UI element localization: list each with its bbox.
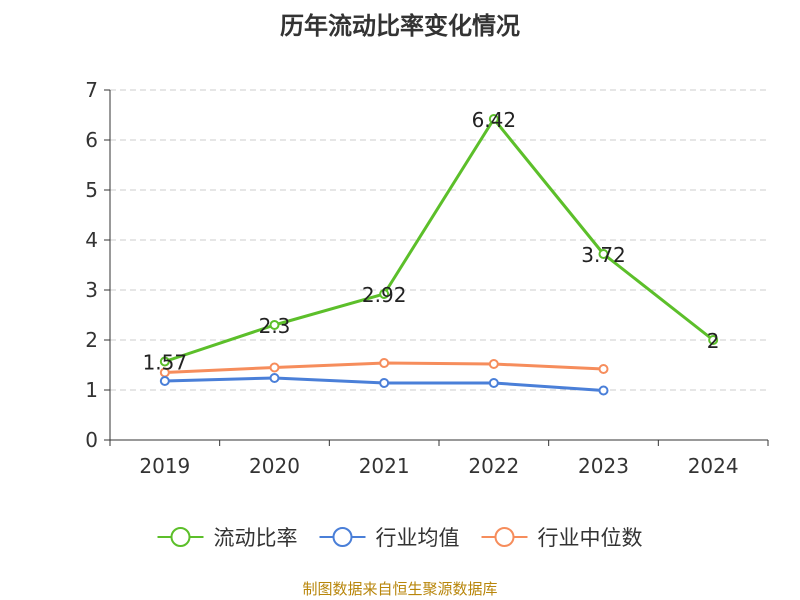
data-label: 2.3 — [259, 314, 291, 338]
legend-label: 行业均值 — [376, 526, 460, 550]
data-label: 1.57 — [143, 351, 188, 375]
x-tick-label: 2024 — [688, 454, 739, 478]
data-point — [598, 385, 609, 396]
chart-title: 历年流动比率变化情况 — [280, 12, 520, 40]
x-tick-label: 2023 — [578, 454, 629, 478]
series-line-0 — [164, 117, 715, 363]
data-point — [159, 376, 170, 386]
y-tick-label: 3 — [85, 278, 98, 302]
legend-marker-1 — [332, 527, 353, 547]
data-point — [488, 114, 499, 124]
legend-label: 行业中位数 — [538, 526, 643, 550]
legend-label: 流动比率 — [214, 526, 298, 550]
x-tick-label: 2021 — [359, 454, 410, 478]
data-point — [159, 356, 170, 367]
data-point — [269, 320, 280, 330]
data-point — [269, 373, 280, 383]
data-point — [379, 289, 390, 299]
y-tick-label: 1 — [85, 378, 98, 402]
x-tick-label: 2022 — [468, 454, 519, 478]
data-point — [379, 358, 390, 368]
x-tick-label: 2020 — [249, 454, 300, 478]
y-tick-label: 4 — [85, 228, 98, 252]
source-note: 制图数据来自恒生聚源数据库 — [302, 580, 498, 598]
legend-marker-2 — [494, 527, 515, 547]
data-label: 2.92 — [362, 283, 407, 307]
data-label: 3.72 — [581, 243, 626, 267]
y-tick-label: 2 — [85, 328, 98, 352]
data-point — [488, 378, 499, 388]
y-tick-label: 6 — [85, 128, 98, 152]
y-tick-label: 5 — [85, 178, 98, 202]
data-point — [598, 364, 609, 374]
y-tick-label: 0 — [85, 428, 98, 452]
y-tick-label: 7 — [85, 78, 98, 102]
data-point — [379, 378, 390, 388]
data-label: 2 — [707, 329, 720, 353]
legend-marker-0 — [170, 527, 191, 547]
data-point — [598, 249, 609, 259]
data-point — [708, 335, 719, 345]
data-point — [269, 362, 280, 373]
data-label: 6.42 — [472, 108, 517, 132]
data-point — [488, 359, 499, 369]
x-tick-label: 2019 — [139, 454, 190, 478]
